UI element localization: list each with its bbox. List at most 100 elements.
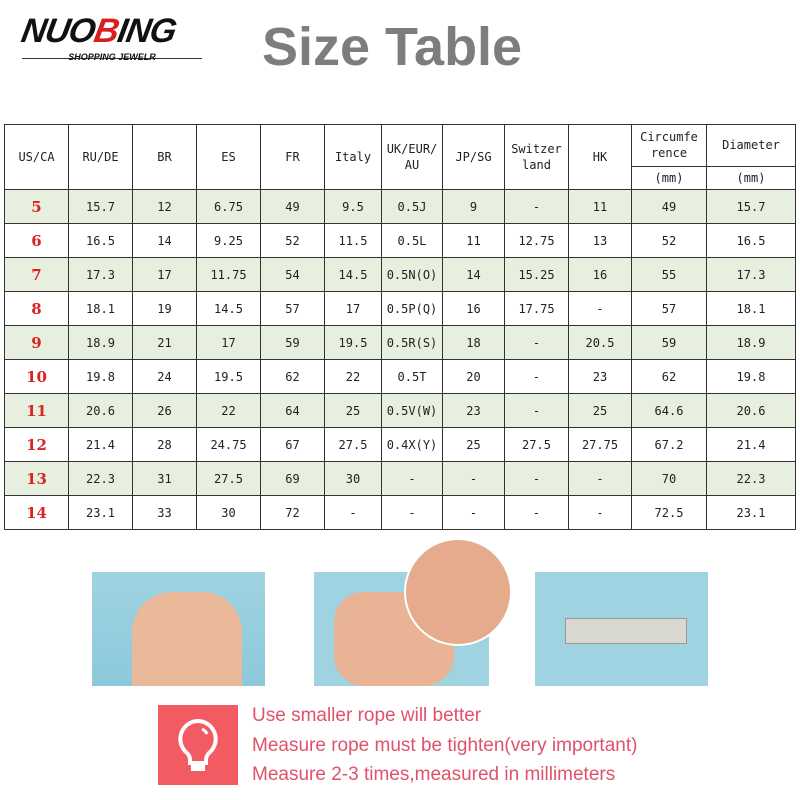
table-cell: 31 [132, 461, 197, 496]
table-cell: - [504, 461, 569, 496]
table-cell: 27.5 [324, 427, 382, 462]
table-cell: 6.75 [196, 189, 261, 224]
table-cell: 20.6 [706, 393, 796, 428]
table-cell: 49 [260, 189, 325, 224]
table-cell: - [504, 495, 569, 530]
table-cell: 15.7 [68, 189, 133, 224]
table-cell: - [504, 393, 569, 428]
table-cell: - [568, 291, 632, 326]
table-cell: 19 [132, 291, 197, 326]
us-size-cell: 8 [4, 291, 69, 326]
table-cell: 18.1 [706, 291, 796, 326]
table-cell: 25 [442, 427, 505, 462]
table-cell: 33 [132, 495, 197, 530]
table-cell: 52 [631, 223, 707, 258]
photo-wrap-rope [92, 572, 265, 686]
table-cell: 9 [442, 189, 505, 224]
table-cell: - [504, 189, 569, 224]
table-row: 14 23.1 33 30 72- - - - -72.5 23.1 [4, 495, 796, 530]
table-cell: 17.3 [68, 257, 133, 292]
table-cell: 59 [260, 325, 325, 360]
table-row: 8 18.1 19 14.5 57 17 0.5P(Q) 16 17.75-57 18.1 [4, 291, 796, 326]
table-row: 6 16.5 14 9.25 52 11.5 0.5L 11 12.75 13 52 16.5 [4, 223, 796, 258]
lightbulb-icon [158, 705, 238, 785]
table-row: 11 20.6 26 22 64 25 0.5V(W) 23-25 64.6 20.6 [4, 393, 796, 428]
logo-text: NUO [18, 12, 98, 50]
table-cell: 21.4 [68, 427, 133, 462]
table-cell: 16 [442, 291, 505, 326]
table-cell: - [381, 461, 443, 496]
table-cell: 23.1 [706, 495, 796, 530]
table-cell: 24 [132, 359, 197, 394]
table-row: 10 19.8 24 19.5 62 22 0.5T 20-23 62 19.8 [4, 359, 796, 394]
table-cell: 15.25 [504, 257, 569, 292]
table-row: 5 15.7 12 6.75 49 9.5 0.5J 9-11 49 15.7 [4, 189, 796, 224]
brand-logo: NUOBING SHOPPING JEWELR [18, 12, 202, 64]
unit-header: (mm) [631, 165, 707, 191]
table-cell: 21.4 [706, 427, 796, 462]
table-cell: 0.5T [381, 359, 443, 394]
column-header: UK/EUR/ AU [381, 124, 443, 190]
table-cell: - [504, 325, 569, 360]
us-size-cell: 6 [4, 223, 69, 258]
table-cell: - [324, 495, 382, 530]
table-cell: - [568, 495, 632, 530]
us-size-cell: 13 [4, 461, 69, 496]
column-header: BR [132, 124, 197, 190]
table-cell: 59 [631, 325, 707, 360]
table-cell: 67 [260, 427, 325, 462]
tip-text: Measure 2-3 times,measured in millimeter… [252, 764, 616, 785]
us-size-cell: 12 [4, 427, 69, 462]
table-cell: 19.5 [324, 325, 382, 360]
table-cell: 0.4X(Y) [381, 427, 443, 462]
table-row: 12 21.4 28 24.75 67 27.5 0.4X(Y) 25 27.5 27.75 67.… [4, 427, 796, 462]
table-cell: 0.5R(S) [381, 325, 443, 360]
table-cell: 17 [324, 291, 382, 326]
tip-text: Measure rope must be tighten(very import… [252, 735, 638, 756]
table-cell: 19.8 [706, 359, 796, 394]
table-cell: 27.5 [504, 427, 569, 462]
table-cell: 52 [260, 223, 325, 258]
column-header: HK [568, 124, 632, 190]
column-header: US/CA [4, 124, 69, 190]
table-cell: 64 [260, 393, 325, 428]
table-cell: 21 [132, 325, 197, 360]
table-cell: 11 [442, 223, 505, 258]
us-size-cell: 7 [4, 257, 69, 292]
table-cell: - [381, 495, 443, 530]
table-cell: 57 [260, 291, 325, 326]
photo-measure-ruler [535, 572, 708, 686]
table-cell: 9.5 [324, 189, 382, 224]
table-cell: 19.8 [68, 359, 133, 394]
column-header: ES [196, 124, 261, 190]
table-cell: - [568, 461, 632, 496]
table-cell: 18.9 [68, 325, 133, 360]
table-cell: 13 [568, 223, 632, 258]
table-cell: 16 [568, 257, 632, 292]
us-size-cell: 9 [4, 325, 69, 360]
table-cell: 57 [631, 291, 707, 326]
table-cell: 0.5V(W) [381, 393, 443, 428]
table-cell: 70 [631, 461, 707, 496]
table-cell: 64.6 [631, 393, 707, 428]
table-cell: 14.5 [324, 257, 382, 292]
table-cell: 14.5 [196, 291, 261, 326]
table-cell: 0.5L [381, 223, 443, 258]
table-cell: 0.5N(O) [381, 257, 443, 292]
table-cell: 20 [442, 359, 505, 394]
column-header: Diameter [706, 124, 796, 167]
table-cell: 69 [260, 461, 325, 496]
table-cell: 67.2 [631, 427, 707, 462]
table-cell: 18.1 [68, 291, 133, 326]
table-cell: - [442, 495, 505, 530]
table-cell: 12 [132, 189, 197, 224]
table-cell: 27.75 [568, 427, 632, 462]
table-cell: 72.5 [631, 495, 707, 530]
table-cell: 22.3 [706, 461, 796, 496]
table-cell: 14 [132, 223, 197, 258]
logo-tagline: SHOPPING JEWELR [68, 52, 156, 62]
column-header: RU/DE [68, 124, 133, 190]
table-cell: 12.75 [504, 223, 569, 258]
table-cell: 11.75 [196, 257, 261, 292]
table-cell: - [504, 359, 569, 394]
